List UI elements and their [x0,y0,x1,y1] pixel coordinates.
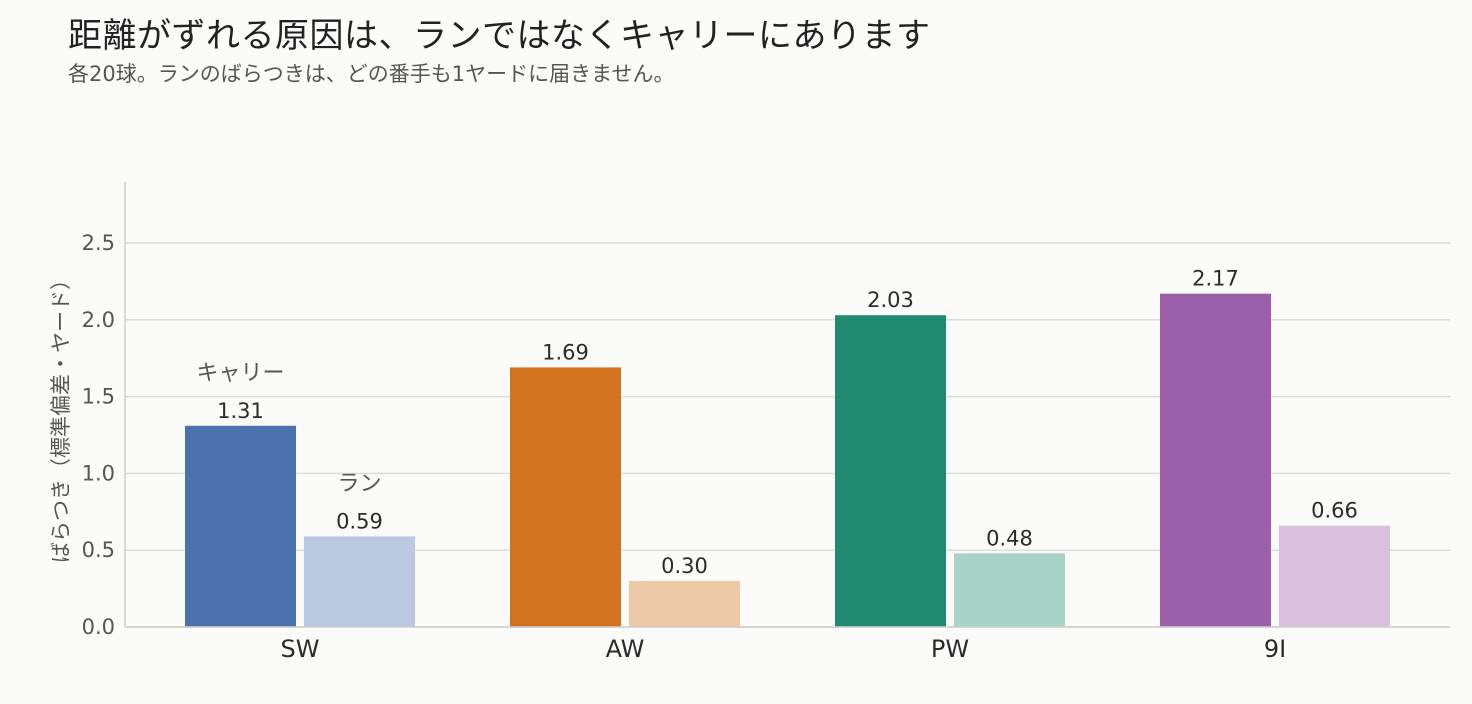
bar-carry [1160,293,1271,627]
data-label: 0.48 [986,526,1033,550]
chart-subtitle: 各20球。ランのばらつきは、どの番手も1ヤードに届きません。 [68,62,675,86]
bar-run [304,536,415,627]
series-label-run: ラン [337,471,381,496]
x-tick-label: AW [606,635,645,663]
bar-carry [510,367,621,627]
y-tick-label: 0.0 [82,615,115,639]
data-label: 1.31 [217,399,264,423]
data-label: 0.59 [336,509,383,533]
y-axis-label: ばらつき（標準偏差・ヤード） [49,269,73,563]
data-label: 2.17 [1192,267,1239,291]
data-label: 2.03 [867,288,914,312]
x-tick-label: 9I [1264,635,1286,663]
x-tick-label: SW [281,635,320,663]
data-label: 0.66 [1311,499,1358,523]
bar-carry [185,425,296,627]
x-tick-label: PW [931,635,969,663]
y-tick-label: 2.5 [82,231,115,255]
bar-run [629,580,740,627]
data-label: 1.69 [542,340,589,364]
bar-run [954,553,1065,627]
bar-run [1279,525,1390,627]
data-label: 0.30 [661,554,708,578]
y-tick-label: 1.0 [82,461,115,485]
bar-carry [835,315,946,627]
series-label-carry: キャリー [196,361,284,386]
y-tick-label: 0.5 [82,538,115,562]
y-tick-label: 2.0 [82,308,115,332]
chart-title: 距離がずれる原因は、ランではなくキャリーにあります [68,16,931,56]
y-tick-label: 1.5 [82,385,115,409]
